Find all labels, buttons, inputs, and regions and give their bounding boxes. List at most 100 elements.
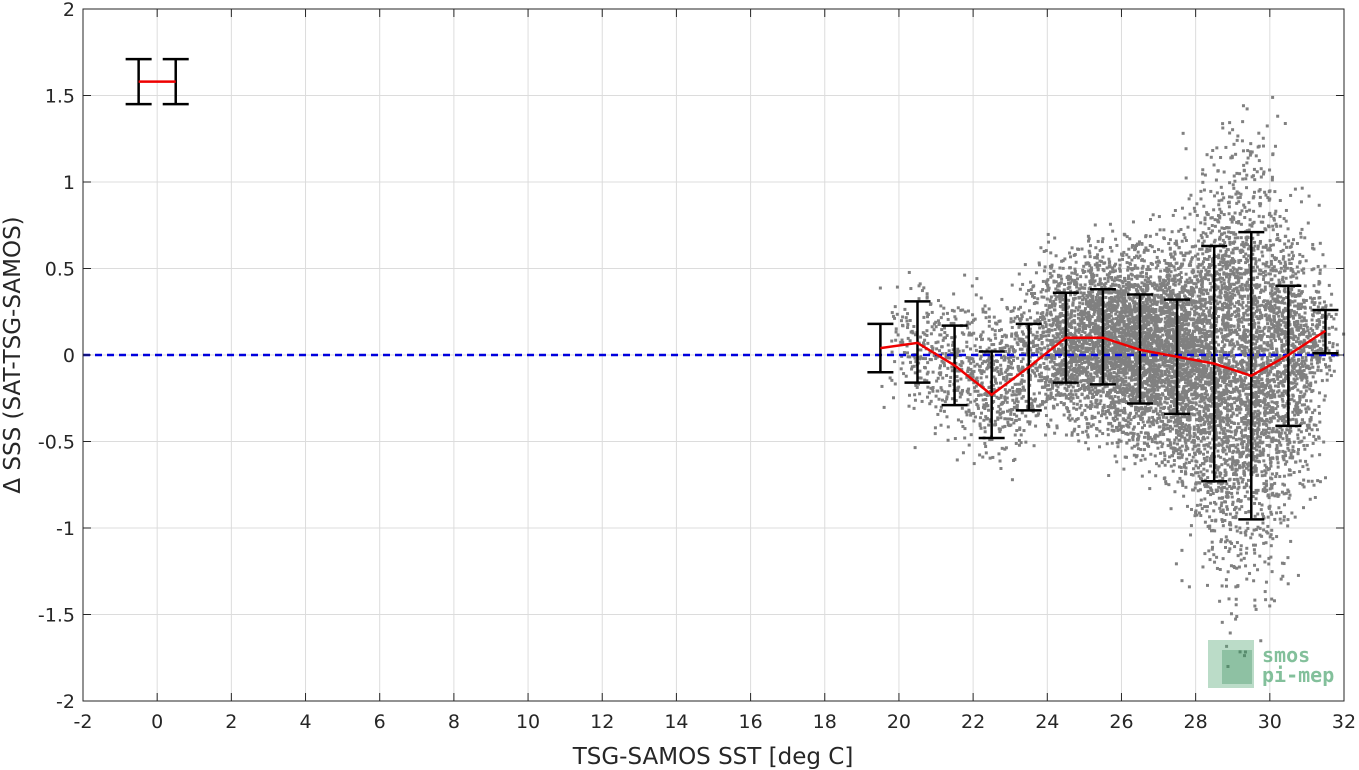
scatter-point bbox=[1143, 369, 1147, 373]
scatter-point bbox=[1069, 332, 1073, 336]
scatter-point bbox=[1170, 264, 1174, 268]
scatter-point bbox=[987, 324, 991, 328]
scatter-point bbox=[901, 341, 905, 345]
scatter-point bbox=[1003, 396, 1007, 400]
scatter-point bbox=[999, 340, 1003, 344]
scatter-point bbox=[1090, 416, 1094, 420]
scatter-point bbox=[1106, 369, 1110, 373]
scatter-point bbox=[999, 367, 1003, 371]
scatter-point bbox=[1109, 360, 1113, 364]
scatter-point bbox=[913, 446, 917, 450]
scatter-point bbox=[1061, 293, 1065, 297]
scatter-point bbox=[1140, 383, 1144, 387]
scatter-point bbox=[1127, 285, 1131, 289]
scatter-point bbox=[1131, 386, 1135, 390]
scatter-point bbox=[1039, 312, 1043, 316]
scatter-point bbox=[1141, 454, 1145, 458]
scatter-point bbox=[941, 360, 945, 364]
scatter-point bbox=[1117, 323, 1121, 327]
scatter-point bbox=[1203, 328, 1207, 332]
scatter-point bbox=[1121, 392, 1125, 396]
scatter-point bbox=[1068, 413, 1072, 417]
scatter-point bbox=[1066, 317, 1070, 321]
scatter-point bbox=[1125, 347, 1129, 351]
scatter-point bbox=[1147, 276, 1151, 280]
scatter-point bbox=[1062, 362, 1066, 366]
scatter-point bbox=[1165, 274, 1169, 278]
scatter-point bbox=[1070, 309, 1074, 313]
scatter-point bbox=[1012, 355, 1016, 359]
scatter-point bbox=[1098, 259, 1102, 263]
scatter-point bbox=[1199, 307, 1203, 311]
scatter-point bbox=[1156, 446, 1160, 450]
scatter-point bbox=[1013, 382, 1017, 386]
scatter-point bbox=[1125, 424, 1129, 428]
scatter-point bbox=[1127, 362, 1131, 366]
scatter-point bbox=[1095, 265, 1099, 269]
scatter-point bbox=[963, 436, 967, 440]
scatter-point bbox=[1181, 327, 1185, 331]
scatter-point bbox=[1091, 378, 1095, 382]
scatter-point bbox=[1111, 388, 1115, 392]
scatter-point bbox=[1150, 398, 1154, 402]
scatter-point bbox=[1090, 385, 1094, 389]
scatter-point bbox=[1106, 344, 1110, 348]
scatter-point bbox=[1117, 258, 1121, 262]
scatter-point bbox=[1123, 279, 1127, 283]
scatter-point bbox=[1157, 385, 1161, 389]
scatter-point bbox=[906, 336, 910, 340]
scatter-point bbox=[966, 326, 970, 330]
scatter-point bbox=[890, 350, 894, 354]
scatter-point bbox=[991, 383, 995, 387]
scatter-point bbox=[1141, 372, 1145, 376]
scatter-point bbox=[1184, 251, 1188, 255]
scatter-point bbox=[1090, 414, 1094, 418]
scatter-point bbox=[1109, 291, 1113, 295]
scatter-point bbox=[1061, 348, 1065, 352]
scatter-point bbox=[1048, 355, 1052, 359]
scatter-point bbox=[894, 330, 898, 334]
scatter-point bbox=[1069, 324, 1073, 328]
scatter-point bbox=[1129, 272, 1133, 276]
scatter-point bbox=[1020, 313, 1024, 317]
scatter-point bbox=[1078, 305, 1082, 309]
scatter-point bbox=[1164, 350, 1168, 354]
scatter-point bbox=[1161, 442, 1165, 446]
scatter-point bbox=[979, 296, 983, 300]
scatter-point bbox=[1115, 322, 1119, 326]
scatter-point bbox=[1181, 372, 1185, 376]
scatter-point bbox=[1122, 340, 1126, 344]
scatter-point bbox=[1043, 265, 1047, 269]
scatter-point bbox=[1072, 429, 1076, 433]
scatter-point bbox=[1073, 314, 1077, 318]
scatter-point bbox=[1110, 297, 1114, 301]
scatter-point bbox=[1047, 318, 1051, 322]
scatter-point bbox=[1036, 343, 1040, 347]
scatter-point bbox=[1070, 271, 1074, 275]
scatter-point bbox=[1021, 366, 1025, 370]
scatter-point bbox=[1087, 290, 1091, 294]
scatter-point bbox=[1054, 280, 1058, 284]
scatter-point bbox=[1092, 280, 1096, 284]
scatter-point bbox=[1104, 318, 1108, 322]
scatter-point bbox=[1050, 302, 1054, 306]
scatter-point bbox=[895, 312, 899, 316]
scatter-point bbox=[978, 416, 982, 420]
scatter-point bbox=[984, 402, 988, 406]
scatter-point bbox=[1147, 470, 1151, 474]
scatter-point bbox=[1107, 375, 1111, 379]
scatter-point bbox=[1088, 251, 1092, 255]
scatter-point bbox=[1111, 341, 1115, 345]
scatter-point bbox=[1118, 344, 1122, 348]
scatter-point bbox=[974, 293, 978, 297]
scatter-point bbox=[1069, 358, 1073, 362]
scatter-point bbox=[1164, 482, 1168, 486]
scatter-point bbox=[1076, 384, 1080, 388]
scatter-point bbox=[1087, 237, 1091, 241]
scatter-point bbox=[901, 324, 905, 328]
scatter-point bbox=[1090, 337, 1094, 341]
scatter-point bbox=[1093, 302, 1097, 306]
scatter-point bbox=[1117, 424, 1121, 428]
scatter-point bbox=[1169, 328, 1173, 332]
scatter-point bbox=[936, 389, 940, 393]
